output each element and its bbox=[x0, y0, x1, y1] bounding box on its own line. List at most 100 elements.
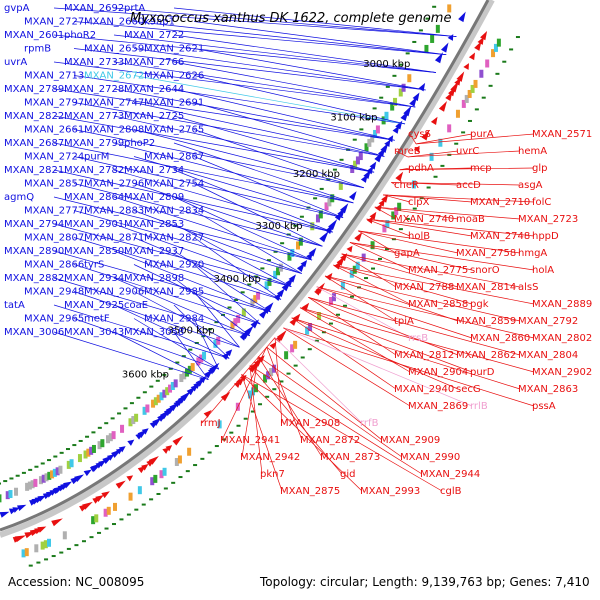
cog-category-block bbox=[236, 314, 241, 323]
gene-label: purM bbox=[84, 152, 109, 163]
cog-category-block bbox=[108, 433, 113, 442]
label-leader-line bbox=[291, 317, 397, 390]
label-leader-line bbox=[53, 331, 209, 380]
gene-label: hmgA bbox=[518, 248, 547, 259]
cog-category-block bbox=[216, 336, 221, 345]
gene-label: MXAN_2765 bbox=[144, 125, 204, 136]
cog-category-block bbox=[33, 478, 38, 487]
cog-category-block bbox=[250, 298, 255, 307]
label-leader-line bbox=[53, 115, 375, 173]
gene-label: purD bbox=[470, 367, 495, 378]
cog-category-block bbox=[174, 457, 179, 466]
reverse-gene-arrow bbox=[220, 391, 231, 402]
gene-label: MXAN_2948 bbox=[24, 287, 84, 298]
gc-content-tick bbox=[379, 96, 384, 99]
label-leader-line bbox=[283, 327, 473, 407]
label-leader-line bbox=[113, 7, 457, 37]
label-leader-line bbox=[274, 337, 283, 424]
gene-label: MXAN_2869 bbox=[408, 401, 468, 412]
gc-content-tick bbox=[59, 451, 64, 454]
gene-label: hemA bbox=[518, 146, 547, 157]
forward-gene-arrow bbox=[418, 82, 426, 92]
label-leader-line bbox=[283, 327, 411, 407]
label-leader-line bbox=[113, 250, 271, 313]
gc-content-tick bbox=[53, 455, 58, 458]
gc-content-tick bbox=[51, 555, 56, 558]
gc-content-tick bbox=[265, 395, 270, 398]
gc-content-tick bbox=[377, 257, 382, 260]
gene-label: asgA bbox=[518, 180, 543, 191]
label-leader-line bbox=[73, 48, 426, 91]
label-leader-line bbox=[113, 88, 395, 141]
gene-label: holA bbox=[532, 265, 554, 276]
label-leader-line bbox=[193, 237, 282, 300]
label-leader-line bbox=[173, 196, 313, 261]
reverse-gene-arrow bbox=[421, 129, 430, 141]
backbone-layer bbox=[0, 0, 495, 538]
cog-category-block bbox=[103, 508, 108, 517]
label-leader-line bbox=[409, 133, 417, 145]
gc-content-tick bbox=[126, 513, 131, 516]
gene-label: secG bbox=[456, 384, 481, 395]
forward-gene-arrow bbox=[180, 391, 191, 402]
label-leader-line bbox=[193, 156, 344, 218]
label-leader-line bbox=[173, 250, 271, 313]
label-leader-line bbox=[358, 230, 521, 254]
gene-label: MXAN_2942 bbox=[240, 452, 300, 463]
cog-category-block bbox=[350, 164, 355, 173]
gene-label: MXAN_2691 bbox=[144, 98, 204, 109]
gc-content-tick bbox=[129, 402, 134, 405]
cog-category-block bbox=[256, 291, 261, 300]
gene-label: phoP2 bbox=[124, 138, 155, 149]
cog-category-block bbox=[105, 435, 110, 444]
label-leader-line bbox=[291, 317, 459, 390]
gene-label: MXAN_2984 bbox=[144, 314, 204, 325]
cog-category-block bbox=[241, 308, 246, 317]
label-leader-line bbox=[299, 307, 473, 373]
cog-category-block bbox=[338, 181, 343, 190]
cog-category-block bbox=[384, 111, 389, 120]
gc-content-tick bbox=[163, 487, 168, 490]
gene-label: MXAN_2797 bbox=[24, 98, 84, 109]
gene-label: MXAN_2904 bbox=[408, 367, 468, 378]
cog-category-block bbox=[14, 487, 19, 496]
gc-content-tick bbox=[384, 248, 389, 251]
gene-label: MXAN_2782 bbox=[64, 165, 124, 176]
cog-category-block bbox=[473, 79, 478, 88]
reverse-gene-arrow bbox=[354, 231, 363, 242]
cog-category-block bbox=[393, 97, 398, 106]
gc-content-tick bbox=[405, 52, 410, 55]
cog-category-block bbox=[331, 293, 336, 302]
cog-category-block bbox=[370, 134, 375, 143]
gene-label: MXAN_2890 bbox=[4, 246, 64, 257]
gc-content-tick bbox=[193, 464, 198, 467]
reverse-gene-arrow bbox=[346, 245, 353, 253]
cog-category-block bbox=[349, 269, 354, 278]
gene-label: uvrC bbox=[456, 146, 479, 157]
label-leader-line bbox=[349, 242, 411, 271]
cog-category-block bbox=[267, 277, 272, 286]
label-leader-line bbox=[266, 346, 303, 441]
gene-label: MXAN_3043 bbox=[64, 327, 124, 338]
gc-content-tick bbox=[328, 322, 333, 325]
cog-category-block bbox=[340, 281, 345, 290]
gc-content-tick bbox=[34, 465, 39, 468]
cog-category-block bbox=[479, 69, 484, 78]
gene-label: MXAN_2661 bbox=[24, 125, 84, 136]
gene-label: holB bbox=[408, 231, 430, 242]
label-leader-line bbox=[407, 150, 459, 158]
gc-content-tick bbox=[293, 224, 298, 227]
cog-category-block bbox=[317, 312, 322, 321]
gc-content-tick bbox=[149, 498, 154, 501]
cog-category-block bbox=[496, 38, 501, 47]
gc-content-tick bbox=[236, 424, 241, 427]
forward-gene-arrow bbox=[412, 92, 420, 102]
forward-gene-arrow bbox=[328, 219, 338, 231]
scale-tick-label: 3500 kbp bbox=[168, 325, 215, 336]
cog-category-block bbox=[97, 441, 102, 450]
gc-content-tick bbox=[364, 277, 369, 280]
reverse-gene-arrow bbox=[438, 100, 447, 112]
gene-label: MXAN_2906 bbox=[84, 287, 144, 298]
label-leader-line bbox=[333, 264, 411, 305]
label-leader-line bbox=[258, 356, 403, 458]
